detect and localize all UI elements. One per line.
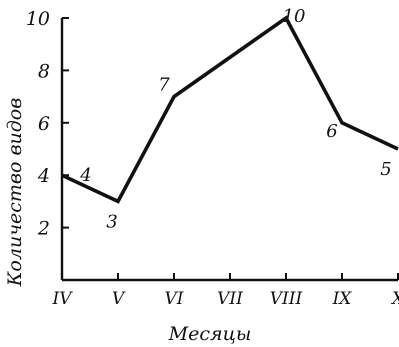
- y-axis-title: Количество видов: [4, 98, 26, 288]
- data-label: 7: [158, 75, 170, 96]
- y-tick-label: 10: [26, 8, 50, 30]
- y-tick-label: 4: [37, 165, 50, 187]
- y-tick-label: 2: [37, 218, 50, 240]
- y-tick-label: 8: [38, 60, 50, 82]
- x-tick-label: VI: [165, 289, 184, 309]
- data-labels: 4 3 7 10 6 5: [79, 6, 391, 232]
- x-tick-label: VII: [217, 289, 243, 309]
- x-ticks: IV V VI VII VIII IX X: [52, 273, 399, 309]
- x-tick-label: V: [112, 289, 126, 309]
- data-label: 3: [106, 211, 117, 232]
- x-tick-label: X: [390, 289, 399, 309]
- x-tick-label: VIII: [270, 289, 303, 309]
- data-label: 6: [326, 121, 337, 142]
- data-label: 5: [380, 159, 391, 180]
- x-axis-title: Месяцы: [168, 323, 252, 345]
- x-tick-label: IX: [332, 289, 353, 309]
- data-label: 10: [283, 6, 306, 27]
- data-label: 4: [79, 165, 91, 186]
- x-tick-label: IV: [52, 289, 74, 309]
- series-line: [61, 15, 399, 204]
- y-tick-label: 6: [38, 113, 50, 135]
